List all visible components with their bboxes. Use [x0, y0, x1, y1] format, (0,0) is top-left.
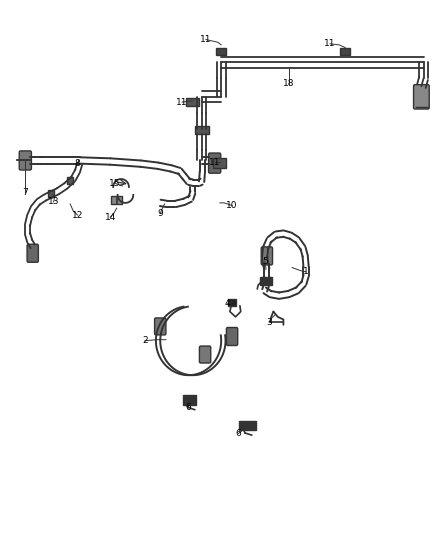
FancyBboxPatch shape [27, 244, 39, 262]
FancyBboxPatch shape [183, 395, 196, 405]
Text: 12: 12 [72, 211, 83, 220]
Text: 9: 9 [157, 209, 163, 218]
Text: 3: 3 [266, 318, 272, 327]
Text: 15: 15 [109, 179, 120, 188]
Text: 6: 6 [236, 429, 241, 438]
FancyBboxPatch shape [48, 190, 54, 197]
Text: 7: 7 [22, 188, 28, 197]
Text: 11: 11 [324, 39, 336, 49]
FancyBboxPatch shape [199, 346, 211, 363]
FancyBboxPatch shape [226, 327, 238, 345]
FancyBboxPatch shape [67, 177, 73, 184]
Text: 8: 8 [74, 159, 81, 167]
FancyBboxPatch shape [155, 318, 166, 335]
Text: 1: 1 [303, 268, 309, 276]
FancyBboxPatch shape [19, 151, 32, 170]
Text: 5: 5 [262, 257, 268, 265]
FancyBboxPatch shape [260, 277, 272, 285]
FancyBboxPatch shape [340, 47, 350, 55]
Text: 14: 14 [105, 213, 116, 222]
FancyBboxPatch shape [216, 47, 226, 55]
Text: 4: 4 [225, 299, 230, 308]
FancyBboxPatch shape [111, 196, 122, 204]
FancyBboxPatch shape [228, 300, 236, 306]
FancyBboxPatch shape [261, 247, 272, 265]
Text: 13: 13 [48, 197, 60, 206]
Text: 2: 2 [142, 336, 148, 345]
Text: 11: 11 [176, 98, 188, 107]
FancyBboxPatch shape [239, 421, 255, 430]
FancyBboxPatch shape [208, 153, 221, 173]
Text: 10: 10 [226, 201, 238, 210]
FancyBboxPatch shape [186, 98, 199, 107]
Text: 18: 18 [283, 79, 294, 88]
Text: 11: 11 [209, 158, 220, 166]
FancyBboxPatch shape [194, 126, 208, 134]
FancyBboxPatch shape [213, 158, 226, 168]
Text: 6: 6 [186, 402, 191, 411]
FancyBboxPatch shape [413, 85, 429, 109]
Text: 11: 11 [200, 35, 212, 44]
